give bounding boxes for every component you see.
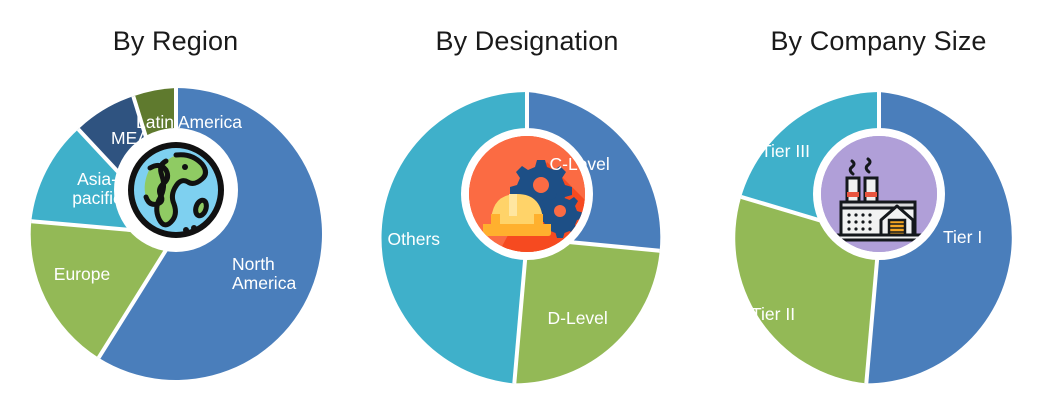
slice-d-level[interactable] <box>514 238 660 384</box>
hard-hat-gears-icon <box>469 136 585 252</box>
hard-hat-gears-icon-holder <box>469 136 585 252</box>
center-badge-region <box>113 128 238 252</box>
chart-panel-designation: By Designation <box>352 0 703 409</box>
window-dots-icon <box>846 213 872 231</box>
center-badge-designation <box>461 128 593 260</box>
slice-europe[interactable] <box>30 221 176 358</box>
globe-icon-holder <box>118 133 233 247</box>
panel-title-company-size: By Company Size <box>770 26 987 56</box>
center-badge-company-size <box>812 128 945 260</box>
factory-icon <box>820 136 937 252</box>
smoke-icon <box>848 157 871 176</box>
chart-panel-company-size: By Company Size <box>703 0 1054 409</box>
panel-title-region: By Region <box>112 26 239 56</box>
gate-slats-icon <box>888 223 905 233</box>
chart-panel-region: By Region <box>0 0 351 409</box>
globe-icon <box>127 142 224 238</box>
panel-title-designation: By Designation <box>435 26 619 56</box>
factory-icon-holder <box>820 136 937 252</box>
